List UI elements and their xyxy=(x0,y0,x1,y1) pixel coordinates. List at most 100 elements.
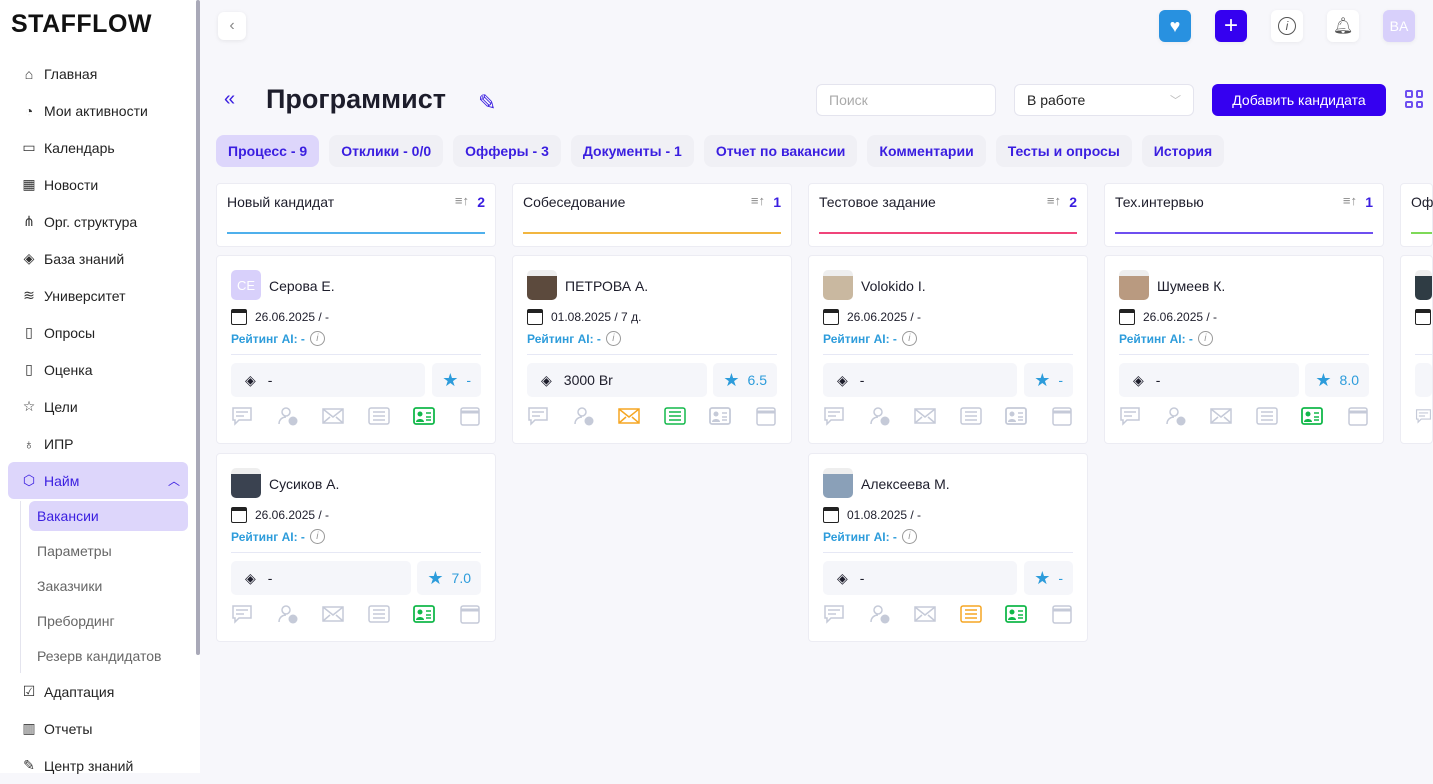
id-card-icon[interactable] xyxy=(1301,406,1324,426)
user-alert-icon[interactable] xyxy=(869,406,891,426)
comment-icon[interactable] xyxy=(823,604,845,624)
mail-icon[interactable] xyxy=(322,604,344,624)
tab[interactable]: Отчет по вакансии xyxy=(703,135,858,167)
layers-icon: ◈ xyxy=(245,371,256,388)
sort-icon[interactable]: ≡↑ xyxy=(750,193,765,208)
info-icon[interactable]: i xyxy=(605,331,621,346)
sort-icon[interactable]: ≡↑ xyxy=(454,193,469,208)
mail-icon[interactable] xyxy=(322,406,344,426)
sidebar-item[interactable]: ⌂ Главная xyxy=(8,55,188,92)
collapse-sidebar-button[interactable]: ‹ xyxy=(218,12,246,40)
list-icon[interactable] xyxy=(960,406,982,426)
id-card-icon[interactable] xyxy=(413,406,436,426)
info-icon[interactable]: i xyxy=(309,331,325,346)
column-color-line xyxy=(819,232,1077,234)
sidebar-item[interactable]: ☆ Цели xyxy=(8,388,188,425)
info-button[interactable]: i xyxy=(1271,10,1303,42)
tab[interactable]: Офферы - 3 xyxy=(453,135,561,167)
grid-view-icon[interactable] xyxy=(1405,90,1423,108)
calendar-icon[interactable] xyxy=(459,406,481,426)
user-alert-icon[interactable] xyxy=(277,604,299,624)
calendar-icon[interactable] xyxy=(1347,406,1369,426)
score-box: ★ - xyxy=(1024,561,1073,595)
comment-icon[interactable] xyxy=(1415,406,1432,426)
calendar-icon[interactable] xyxy=(1051,604,1073,624)
sidebar-item[interactable]: ◔ Мои активности xyxy=(8,92,188,129)
sidebar-item[interactable]: ☑ Адаптация xyxy=(8,673,188,710)
notifications-button[interactable]: 🔔︎ xyxy=(1327,10,1359,42)
add-candidate-button[interactable]: Добавить кандидата xyxy=(1212,84,1386,116)
comment-icon[interactable] xyxy=(231,604,253,624)
user-alert-icon[interactable] xyxy=(1165,406,1187,426)
user-avatar[interactable]: BA xyxy=(1383,10,1415,42)
tab[interactable]: Тесты и опросы xyxy=(995,135,1132,167)
star-icon: ★ xyxy=(723,369,740,390)
user-alert-icon[interactable] xyxy=(277,406,299,426)
candidate-card[interactable]: Сусиков А. 26.06.2025 / - Рейтинг AI: - i… xyxy=(216,453,496,642)
sidebar-scrollbar[interactable] xyxy=(196,0,200,655)
list-icon[interactable] xyxy=(664,406,686,426)
mail-icon[interactable] xyxy=(1210,406,1232,426)
id-card-icon[interactable] xyxy=(413,604,436,624)
submenu-item[interactable]: Параметры xyxy=(37,542,112,559)
tab[interactable]: История xyxy=(1141,135,1225,167)
candidate-card[interactable]: Volokido I. 26.06.2025 / - Рейтинг AI: -… xyxy=(808,255,1088,444)
back-double-chevron-icon[interactable]: « xyxy=(224,88,236,110)
candidate-card[interactable]: ПЕТРОВА А. 01.08.2025 / 7 д. Рейтинг AI:… xyxy=(512,255,792,444)
sidebar-item[interactable]: ▭ Календарь xyxy=(8,129,188,166)
candidate-card[interactable]: Алексеева М. 01.08.2025 / - Рейтинг AI: … xyxy=(808,453,1088,642)
id-card-icon[interactable] xyxy=(1005,604,1028,624)
tab[interactable]: Процесс - 9 xyxy=(216,135,320,167)
comment-icon[interactable] xyxy=(823,406,845,426)
calendar-icon[interactable] xyxy=(755,406,777,426)
id-card-icon[interactable] xyxy=(709,406,732,426)
edit-icon[interactable]: ✎ xyxy=(478,90,497,115)
sidebar-item[interactable]: ▥ Отчеты xyxy=(8,710,188,747)
comment-icon[interactable] xyxy=(527,406,549,426)
candidate-card[interactable] xyxy=(1400,255,1433,444)
candidate-card[interactable]: CE Серова Е. 26.06.2025 / - Рейтинг AI: … xyxy=(216,255,496,444)
comment-icon[interactable] xyxy=(231,406,253,426)
candidate-card[interactable]: Шумеев К. 26.06.2025 / - Рейтинг AI: -i … xyxy=(1104,255,1384,444)
favorites-button[interactable]: ♥ xyxy=(1159,10,1191,42)
list-icon[interactable] xyxy=(1256,406,1278,426)
submenu-item[interactable]: Резерв кандидатов xyxy=(37,647,162,664)
calendar-icon[interactable] xyxy=(1051,406,1073,426)
calendar-icon xyxy=(1119,309,1135,325)
sidebar-item[interactable]: ◈ База знаний xyxy=(8,240,188,277)
search-input[interactable] xyxy=(816,84,996,116)
sort-icon[interactable]: ≡↑ xyxy=(1046,193,1061,208)
status-select[interactable]: В работе ﹀ xyxy=(1014,84,1194,116)
tab[interactable]: Отклики - 0/0 xyxy=(329,135,444,167)
info-icon[interactable]: i xyxy=(309,529,325,544)
user-alert-icon[interactable] xyxy=(869,604,891,624)
sort-icon[interactable]: ≡↑ xyxy=(1342,193,1357,208)
list-icon[interactable] xyxy=(960,604,982,624)
calendar-icon[interactable] xyxy=(459,604,481,624)
sidebar-item[interactable]: ▯ Оценка xyxy=(8,351,188,388)
info-icon[interactable]: i xyxy=(1197,331,1213,346)
tab[interactable]: Комментарии xyxy=(867,135,986,167)
comment-icon[interactable] xyxy=(1119,406,1141,426)
list-icon[interactable] xyxy=(368,406,390,426)
sidebar-item[interactable]: ♁ ИПР xyxy=(8,425,188,462)
sidebar-item[interactable]: ▯ Опросы xyxy=(8,314,188,351)
info-icon[interactable]: i xyxy=(901,331,917,346)
sidebar-item[interactable]: ≋ Университет xyxy=(8,277,188,314)
sidebar-item[interactable]: ✎ Центр знаний xyxy=(8,747,188,784)
submenu-item[interactable]: Вакансии xyxy=(29,501,188,531)
tab[interactable]: Документы - 1 xyxy=(570,135,694,167)
submenu-item[interactable]: Заказчики xyxy=(37,577,103,594)
mail-icon[interactable] xyxy=(618,406,640,426)
info-icon[interactable]: i xyxy=(901,529,917,544)
id-card-icon[interactable] xyxy=(1005,406,1028,426)
list-icon[interactable] xyxy=(368,604,390,624)
sidebar-item[interactable]: ⬡ Найм ︿ xyxy=(8,462,188,499)
submenu-item[interactable]: Пребординг xyxy=(37,612,115,629)
sidebar-item[interactable]: ▦ Новости xyxy=(8,166,188,203)
user-alert-icon[interactable] xyxy=(573,406,595,426)
sidebar-item[interactable]: ⋔ Орг. структура xyxy=(8,203,188,240)
mail-icon[interactable] xyxy=(914,604,936,624)
mail-icon[interactable] xyxy=(914,406,936,426)
create-button[interactable]: + xyxy=(1215,10,1247,42)
